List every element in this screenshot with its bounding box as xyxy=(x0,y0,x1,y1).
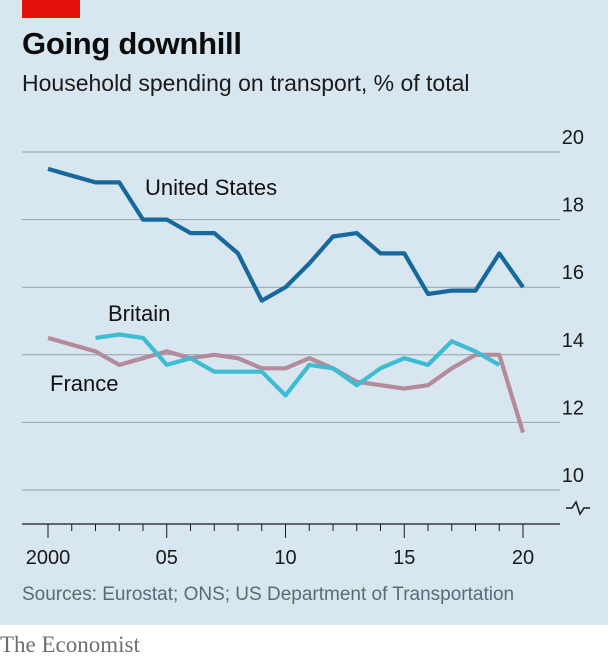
chart-title: Going downhill xyxy=(22,26,242,61)
chart-panel xyxy=(0,0,608,625)
series-line-britain xyxy=(95,332,501,398)
series-label-united-states: United States xyxy=(145,175,277,200)
chart-subtitle: Household spending on transport, % of to… xyxy=(22,70,470,96)
axis-break-icon xyxy=(566,500,590,516)
y-tick-label-10: 10 xyxy=(562,465,584,487)
y-tick-label-12: 12 xyxy=(562,397,584,419)
series-line-france xyxy=(47,335,526,434)
x-tick-label-15: 15 xyxy=(393,547,415,569)
y-tick-label-16: 16 xyxy=(562,262,584,284)
line-chart: 20 18 16 14 12 10 2000 05 10 15 20 United States Bri… xyxy=(22,127,590,569)
x-tick-label-20: 20 xyxy=(512,547,534,569)
x-tick-label-10: 10 xyxy=(274,547,296,569)
brand-tag xyxy=(22,0,80,18)
series-label-britain: Britain xyxy=(108,301,170,326)
series-label-france: France xyxy=(50,371,118,396)
y-tick-label-20: 20 xyxy=(562,127,584,149)
y-tick-label-18: 18 xyxy=(562,195,584,217)
economist-wordmark: The Economist xyxy=(0,632,140,657)
source-note: Sources: Eurostat; ONS; US Department of… xyxy=(22,584,515,605)
x-tick-label-05: 05 xyxy=(156,547,178,569)
x-tick-label-2000: 2000 xyxy=(26,547,71,569)
y-tick-label-14: 14 xyxy=(562,330,584,352)
series-line-united-states xyxy=(47,166,525,303)
